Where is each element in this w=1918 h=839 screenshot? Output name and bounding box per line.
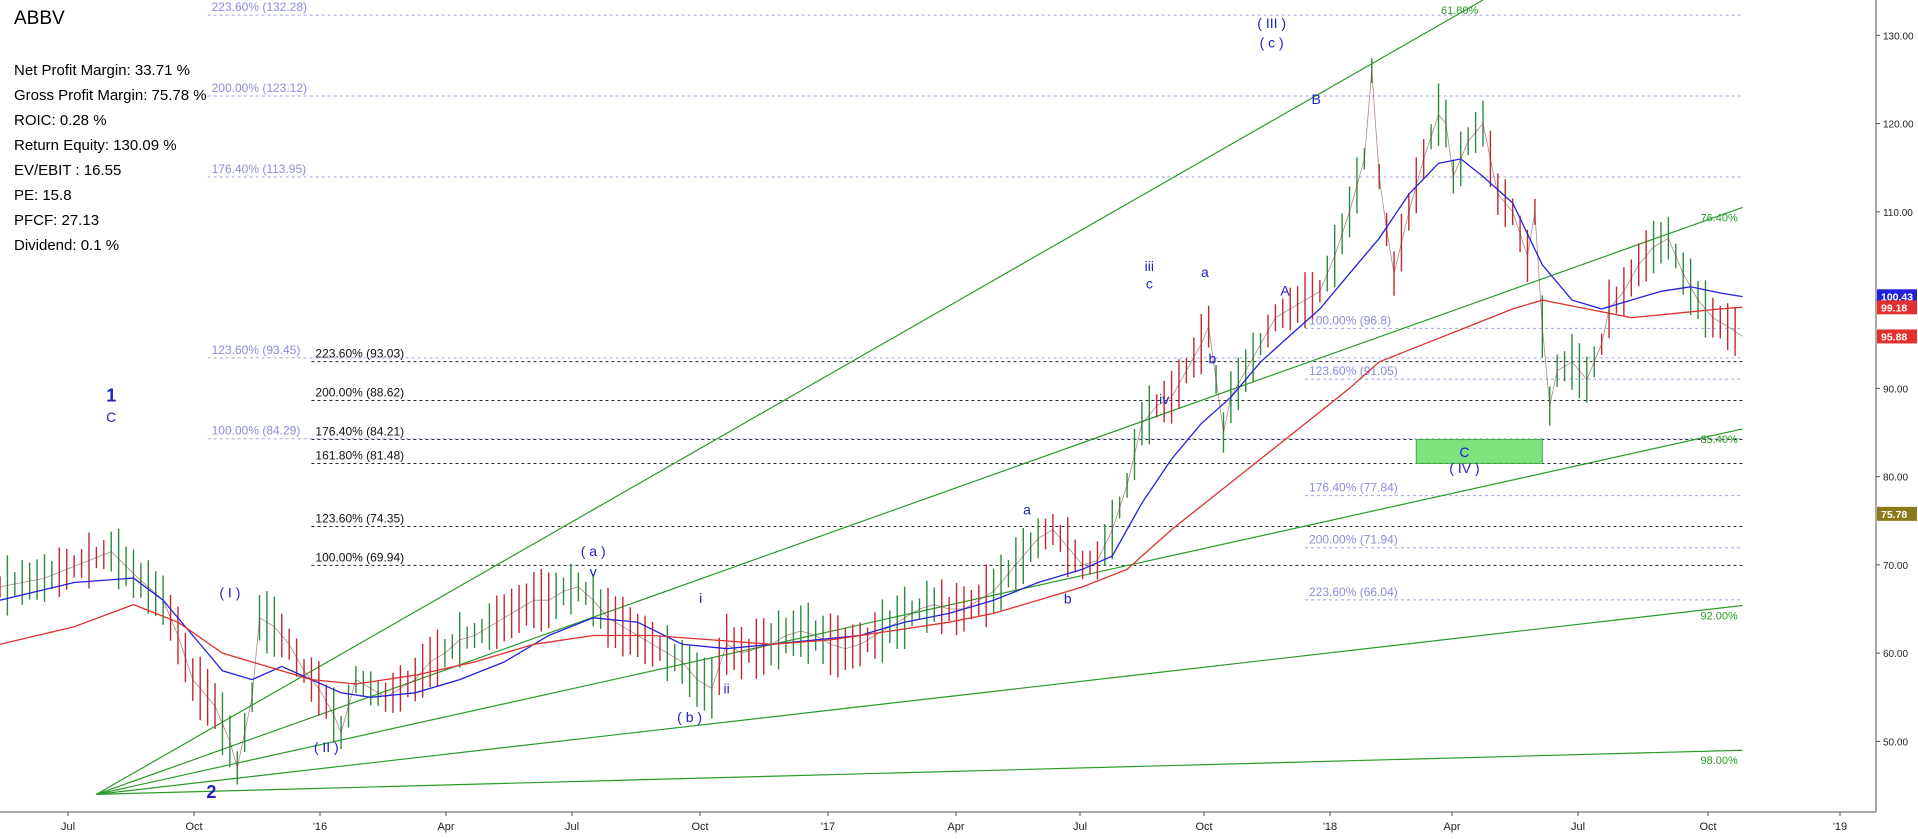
fan-label: 98.00% — [1701, 755, 1739, 767]
metric-gross-profit-margin: Gross Profit Margin: 75.78 % — [14, 87, 207, 104]
wave-label: ( II ) — [314, 739, 339, 755]
x-tick-label: Oct — [691, 821, 708, 833]
x-tick-label: '19 — [1833, 821, 1847, 833]
wave-label: i — [699, 590, 702, 606]
metric-roic: ROIC: 0.28 % — [14, 112, 107, 129]
price-tag-label: 95.88 — [1881, 331, 1907, 343]
wave-label: v — [590, 563, 597, 579]
wave-label: c — [1146, 276, 1153, 292]
x-tick-label: Jul — [565, 821, 579, 833]
price-tag — [1877, 506, 1917, 521]
x-tick-label: Jul — [61, 821, 75, 833]
y-tick-label: 130.00 — [1883, 31, 1914, 42]
fan-label: 85.40% — [1701, 434, 1739, 446]
x-tick-label: Jul — [1073, 821, 1087, 833]
wave-label: a — [1023, 502, 1031, 518]
metric-pe: PE: 15.8 — [14, 187, 72, 204]
wave-label: ( c ) — [1260, 35, 1284, 51]
wave-label: 2 — [206, 782, 216, 802]
metric-dividend: Dividend: 0.1 % — [14, 237, 120, 254]
fib-label: 123.60% (91.05) — [1309, 364, 1398, 378]
fib-label: 223.60% (132.28) — [212, 0, 307, 14]
x-tick-label: Apr — [437, 821, 454, 833]
y-tick-label: 120.00 — [1883, 120, 1914, 131]
price-tag — [1877, 289, 1917, 304]
metric-pfcf: PFCF: 27.13 — [14, 212, 100, 229]
fibonacci-levels: 223.60% (93.03) 200.00% (88.62) 176.40% (8… — [207, 0, 1743, 601]
wave-label: ( I ) — [219, 585, 240, 601]
fib-label: 223.60% (66.04) — [1309, 585, 1398, 599]
wave-label: B — [1311, 91, 1320, 107]
wave-label: ii — [724, 681, 730, 697]
wave-label: ( b ) — [677, 709, 702, 725]
x-tick-label: Jul — [1571, 821, 1585, 833]
y-tick-label: 110.00 — [1883, 208, 1913, 219]
wave-label: b — [1208, 351, 1216, 367]
wave-label: b — [1064, 591, 1072, 607]
moving-average-fast — [0, 158, 1743, 698]
x-tick-label: '17 — [821, 821, 835, 833]
wave-label: 1 — [106, 386, 116, 406]
fib-label: 123.60% (74.35) — [315, 511, 404, 525]
price-tag-label: 75.78 — [1881, 509, 1907, 521]
fib-label: 176.40% (77.84) — [1309, 481, 1398, 495]
wave-label: A — [1280, 283, 1290, 299]
fan-label: 76.40% — [1701, 212, 1739, 224]
moving-average-slow — [0, 299, 1743, 685]
fib-label: 123.60% (93.45) — [212, 343, 301, 357]
y-tick-label: 60.00 — [1883, 649, 1908, 660]
wave-label: ( IV ) — [1449, 460, 1479, 476]
wave-label: C — [1459, 444, 1469, 460]
wave-label: ( a ) — [581, 543, 606, 559]
target-zone — [1415, 439, 1543, 464]
fib-label: 100.00% (69.94) — [315, 550, 404, 564]
fib-label: 161.80% (81.48) — [315, 449, 404, 463]
wave-label: ( III ) — [1257, 15, 1286, 31]
wave-label: C — [106, 409, 116, 425]
ticker-symbol: ABBV — [14, 8, 65, 29]
price-series — [0, 58, 1743, 785]
x-tick-label: Apr — [1443, 821, 1460, 833]
fan-line — [96, 604, 1743, 795]
price-tag-label: 99.18 — [1881, 302, 1907, 314]
fundamentals-panel: Net Profit Margin: 33.71 % Gross Profit … — [14, 58, 207, 258]
price-line — [0, 70, 1743, 769]
fan-line — [96, 206, 1743, 795]
x-tick-label: Oct — [1195, 821, 1212, 833]
target-box — [1415, 439, 1543, 464]
price-tag — [1877, 329, 1917, 344]
wave-label: a — [1201, 264, 1209, 280]
x-tick-label: '18 — [1323, 821, 1337, 833]
fan-line — [96, 749, 1743, 795]
price-tag-label: 100.43 — [1881, 291, 1913, 303]
y-tick-label: 70.00 — [1883, 561, 1908, 572]
x-tick-label: Oct — [1699, 821, 1716, 833]
y-tick-label: 50.00 — [1883, 737, 1908, 748]
metric-ev-ebit: EV/EBIT : 16.55 — [14, 162, 122, 179]
fib-label: 176.40% (84.21) — [315, 424, 404, 438]
fib-label: 200.00% (88.62) — [315, 386, 404, 400]
fan-line — [96, 0, 1484, 795]
fib-label: 100.00% (84.29) — [212, 424, 301, 438]
wave-label: iv — [1159, 391, 1169, 407]
fib-label: 223.60% (93.03) — [315, 347, 404, 361]
metric-net-profit-margin: Net Profit Margin: 33.71 % — [14, 62, 190, 79]
y-tick-label: 90.00 — [1883, 384, 1908, 395]
fan-label: 61.80% — [1441, 5, 1479, 17]
fan-label: 92.00% — [1701, 610, 1739, 622]
x-tick-label: '16 — [313, 821, 327, 833]
y-tick-label: 80.00 — [1883, 473, 1908, 484]
wave-label: iii — [1145, 258, 1154, 274]
fib-label: 100.00% (96.8) — [1309, 313, 1391, 327]
fib-label: 176.40% (113.95) — [212, 162, 307, 176]
fib-label: 200.00% (71.94) — [1309, 533, 1398, 547]
x-tick-label: Oct — [185, 821, 202, 833]
price-tag — [1877, 300, 1917, 315]
metric-return-equity: Return Equity: 130.09 % — [14, 137, 177, 154]
elliott-wave-labels: 1C2( I )( II )( a )v( b )iiiabiiicivab( … — [106, 15, 1479, 802]
fib-label: 200.00% (123.12) — [212, 81, 307, 95]
x-tick-label: Apr — [947, 821, 964, 833]
